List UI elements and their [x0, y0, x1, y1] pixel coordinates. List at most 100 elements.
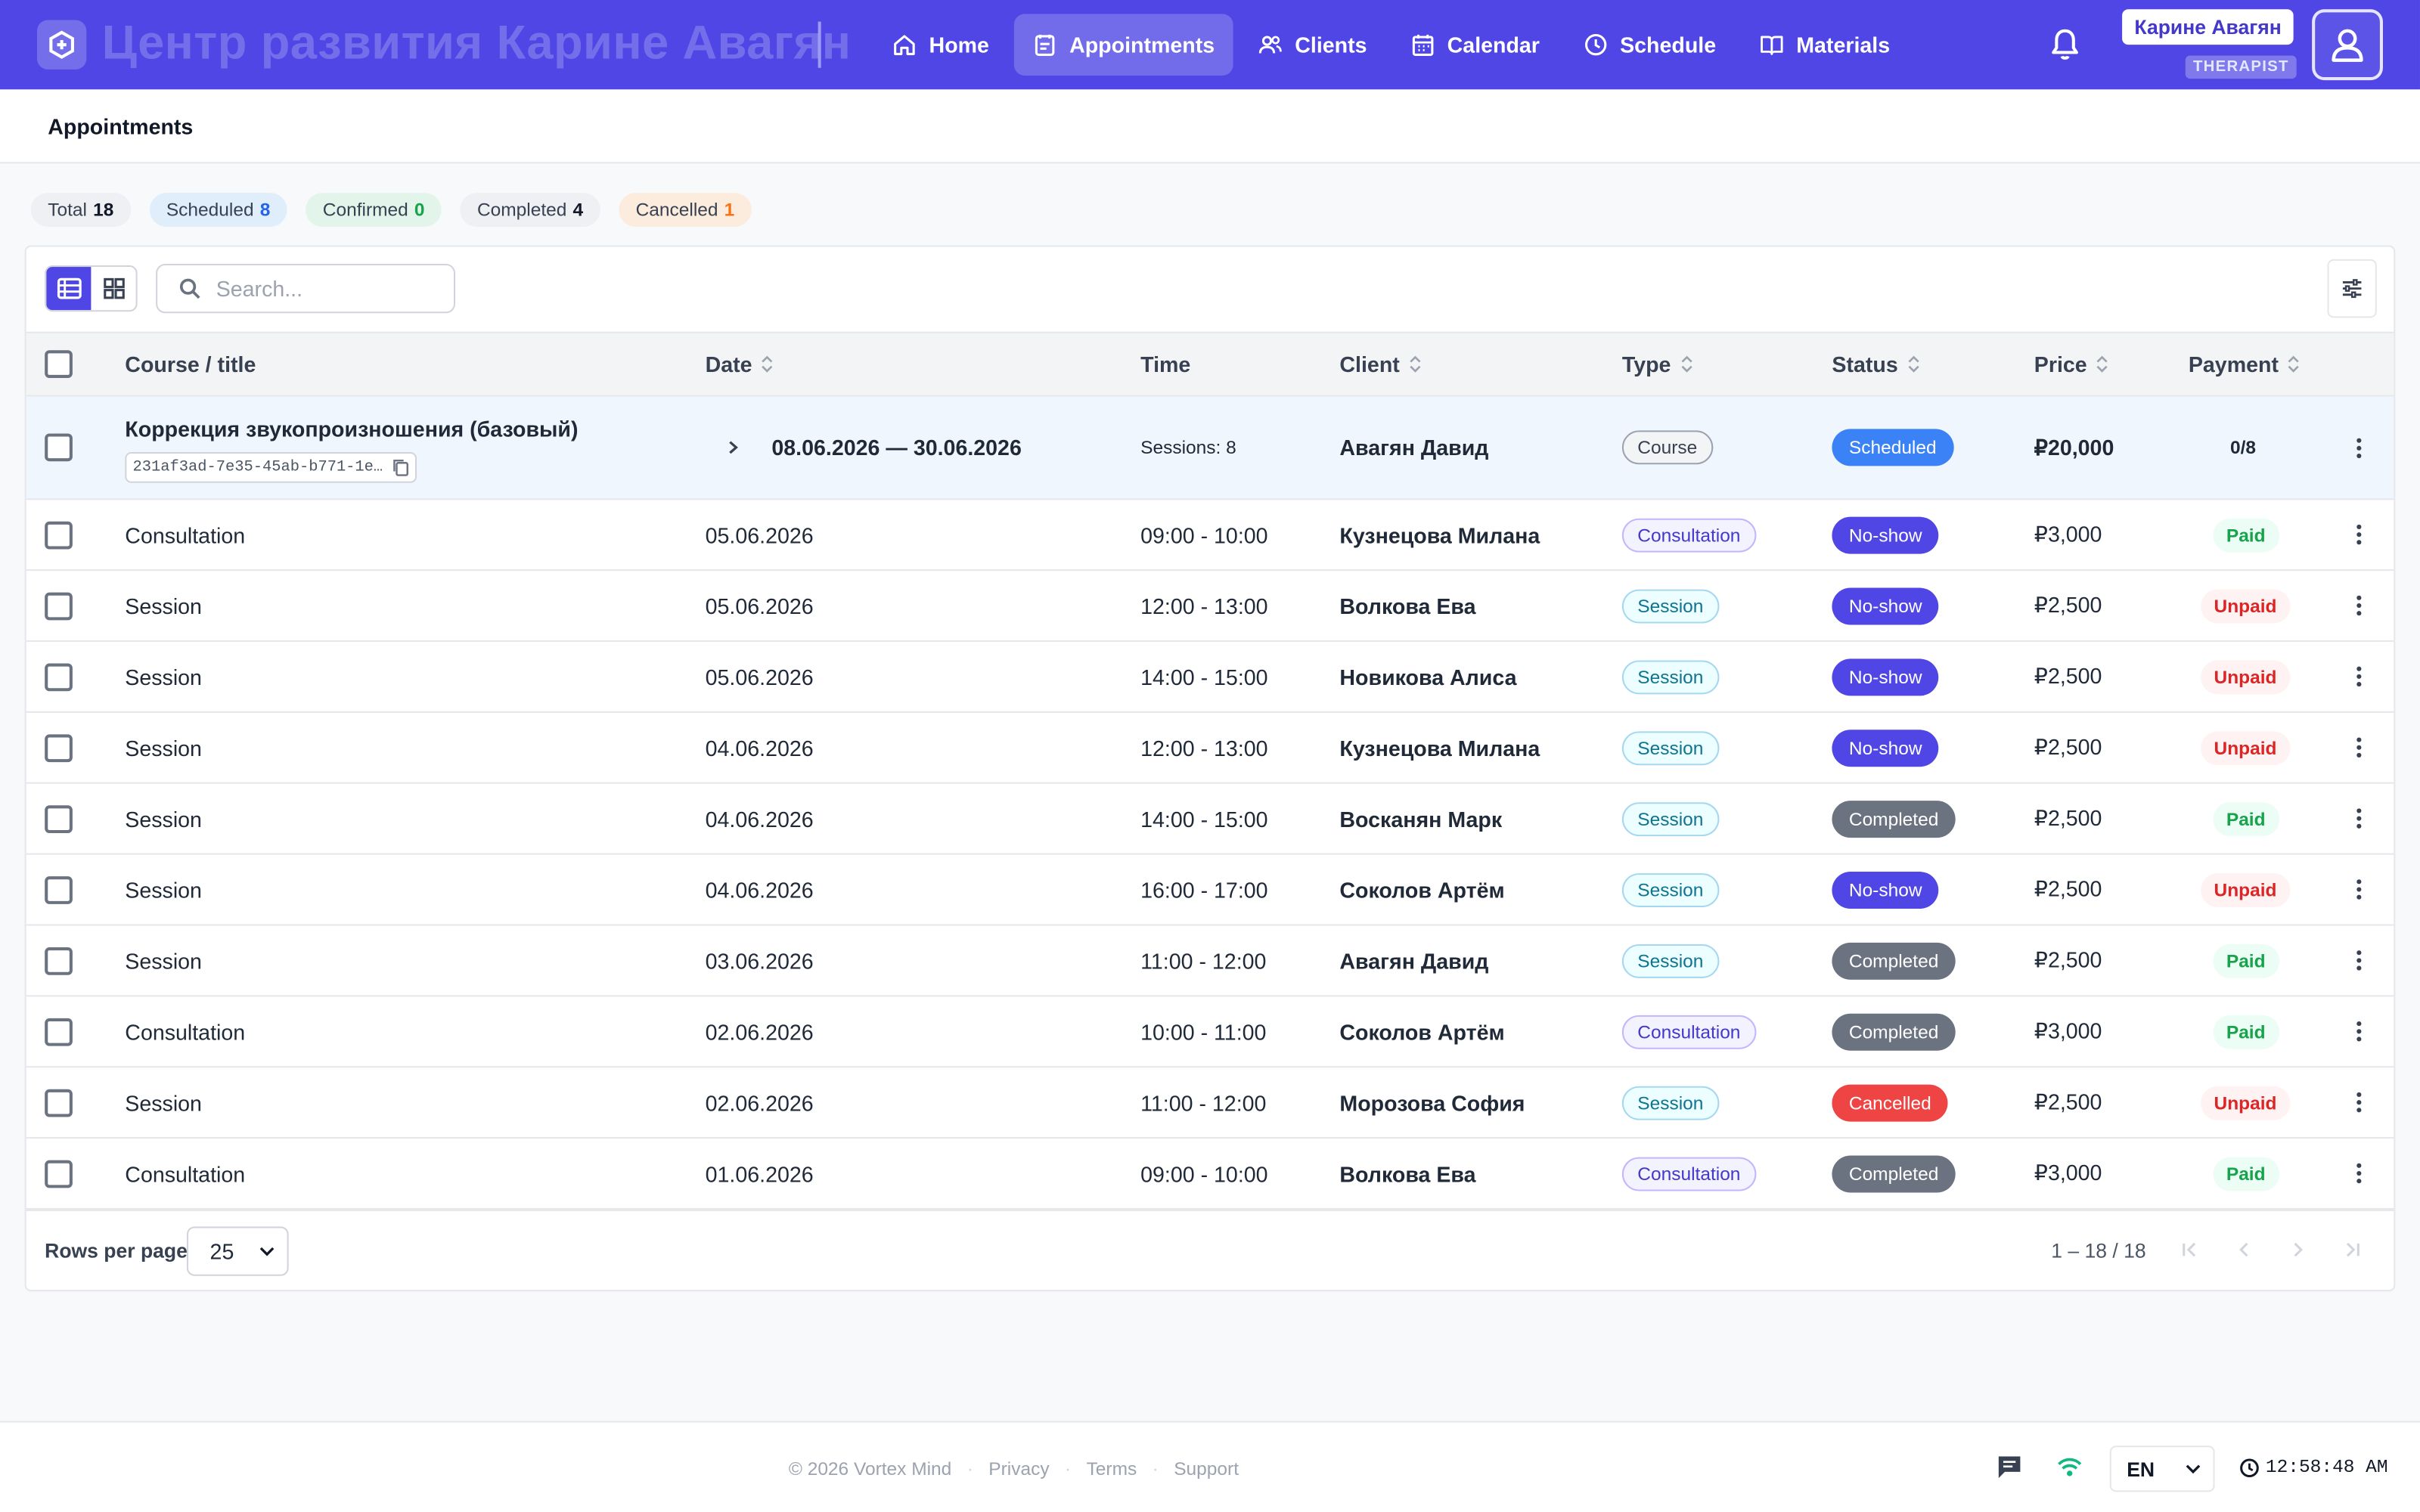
nav-item-home[interactable]: Home	[873, 14, 1007, 76]
row-select-cell	[45, 855, 73, 925]
grid-view-button[interactable]	[91, 267, 135, 310]
next-page-icon[interactable]	[2284, 1236, 2310, 1264]
table-row[interactable]: Session 04.06.2026 16:00 - 17:00 Соколов Ар…	[26, 855, 2394, 926]
table-row[interactable]: Consultation 01.06.2026 09:00 - 10:00 Волко…	[26, 1139, 2394, 1210]
stat-chip-total[interactable]: Total 18	[30, 193, 131, 227]
expand-chevron-icon[interactable]	[727, 396, 739, 498]
course-row[interactable]: Коррекция звукопроизношения (базовый) 23…	[26, 396, 2394, 500]
user-avatar[interactable]	[2312, 9, 2383, 81]
table-row[interactable]: Session 02.06.2026 11:00 - 12:00 Морозова С…	[26, 1067, 2394, 1139]
table-row[interactable]: Session 04.06.2026 12:00 - 13:00 Кузнецова …	[26, 713, 2394, 784]
column-title-label: Course / title	[125, 352, 256, 376]
column-price-label: Price	[2034, 352, 2087, 376]
stat-chip-completed[interactable]: Completed 4	[460, 193, 600, 227]
row-time: 11:00 - 12:00	[1140, 948, 1267, 973]
row-checkbox[interactable]	[45, 947, 73, 974]
sort-icon[interactable]	[2096, 355, 2108, 373]
table-row[interactable]: Session 05.06.2026 14:00 - 15:00 Новикова А…	[26, 642, 2394, 713]
chat-icon[interactable]	[1996, 1453, 2024, 1481]
type-badge: Session	[1621, 943, 1719, 978]
row-menu-icon[interactable]	[2356, 737, 2362, 758]
nav-item-materials[interactable]: Materials	[1741, 14, 1909, 76]
first-page-icon[interactable]	[2176, 1236, 2203, 1264]
sort-icon[interactable]	[2288, 355, 2300, 373]
row-menu-icon[interactable]	[2356, 879, 2362, 900]
column-settings-button[interactable]	[2327, 259, 2377, 318]
nav-item-calendar[interactable]: Calendar	[1392, 14, 1558, 76]
user-name-badge[interactable]: Карине Авагян	[2122, 9, 2294, 45]
stat-chip-count: 0	[414, 199, 425, 221]
nav-item-appointments[interactable]: Appointments	[1013, 14, 1233, 76]
nav-item-schedule[interactable]: Schedule	[1565, 14, 1735, 76]
row-menu-icon[interactable]	[2356, 666, 2362, 687]
row-menu-icon[interactable]	[2356, 808, 2362, 829]
column-header-client[interactable]: Client	[1339, 333, 1421, 395]
clock: 12:58:48 AM	[2239, 1457, 2388, 1478]
payment-badge: Paid	[2212, 801, 2279, 836]
table-row[interactable]: Session 05.06.2026 12:00 - 13:00 Волкова Ев…	[26, 571, 2394, 642]
row-checkbox[interactable]	[45, 591, 73, 620]
terms-link[interactable]: Terms	[1086, 1458, 1137, 1480]
copy-icon[interactable]	[392, 458, 409, 476]
row-checkbox[interactable]	[45, 662, 73, 691]
list-view-button[interactable]	[46, 267, 92, 311]
privacy-link[interactable]: Privacy	[988, 1458, 1050, 1480]
row-select-cell	[45, 642, 73, 711]
row-checkbox[interactable]	[45, 1017, 73, 1046]
row-checkbox[interactable]	[45, 875, 73, 903]
stat-chip-count: 1	[724, 199, 735, 221]
row-checkbox[interactable]	[45, 520, 73, 549]
row-checkbox[interactable]	[45, 1088, 73, 1117]
stat-chip-scheduled[interactable]: Scheduled 8	[149, 193, 287, 227]
stat-chip-confirmed[interactable]: Confirmed 0	[306, 193, 442, 227]
row-menu-icon[interactable]	[2356, 950, 2362, 971]
row-date: 04.06.2026	[705, 735, 814, 761]
wifi-icon[interactable]	[2055, 1453, 2083, 1481]
sort-icon[interactable]	[1409, 355, 1421, 373]
column-header-status[interactable]: Status	[1832, 333, 1919, 395]
support-link[interactable]: Support	[1174, 1458, 1239, 1480]
row-menu-icon[interactable]	[2356, 595, 2362, 616]
column-header-type[interactable]: Type	[1622, 333, 1692, 395]
type-badge: Session	[1621, 801, 1719, 836]
table-row[interactable]: Consultation 05.06.2026 09:00 - 10:00 Кузне…	[26, 500, 2394, 572]
prev-page-icon[interactable]	[2230, 1236, 2257, 1264]
type-badge: Course	[1621, 430, 1713, 465]
row-price: ₽2,500	[2034, 663, 2102, 689]
row-checkbox[interactable]	[45, 1159, 73, 1188]
course-title: Коррекция звукопроизношения (базовый)	[125, 417, 579, 442]
search-input[interactable]	[216, 276, 433, 301]
nav-item-clients[interactable]: Clients	[1239, 14, 1385, 76]
row-time: 14:00 - 15:00	[1140, 664, 1268, 689]
row-menu-icon[interactable]	[2356, 437, 2362, 458]
table-row[interactable]: Consultation 02.06.2026 10:00 - 11:00 Сокол…	[26, 996, 2394, 1068]
row-checkbox[interactable]	[45, 733, 73, 762]
row-client: Морозова София	[1339, 1089, 1525, 1115]
sort-icon[interactable]	[1680, 355, 1692, 373]
row-time: 12:00 - 13:00	[1140, 593, 1268, 618]
row-menu-icon[interactable]	[2356, 1163, 2362, 1184]
notifications-bell-icon[interactable]	[2046, 26, 2083, 64]
table-row[interactable]: Session 04.06.2026 14:00 - 15:00 Восканян М…	[26, 784, 2394, 855]
course-client: Авагян Давид	[1339, 435, 1489, 460]
row-checkbox[interactable]	[45, 804, 73, 833]
column-header-date[interactable]: Date	[706, 333, 774, 395]
logo-icon[interactable]	[36, 20, 87, 70]
last-page-icon[interactable]	[2338, 1236, 2365, 1264]
sort-icon[interactable]	[762, 355, 774, 373]
table-row[interactable]: Session 03.06.2026 11:00 - 12:00 Авагян Дав…	[26, 925, 2394, 997]
row-title: Consultation	[125, 522, 246, 547]
row-title: Session	[125, 806, 202, 831]
stat-chip-cancelled[interactable]: Cancelled 1	[619, 193, 752, 227]
row-menu-icon[interactable]	[2356, 1021, 2362, 1042]
rows-per-page-select[interactable]: 25	[186, 1226, 289, 1276]
row-menu-icon[interactable]	[2356, 1092, 2362, 1113]
row-checkbox[interactable]	[45, 433, 73, 462]
sort-icon[interactable]	[1907, 355, 1919, 373]
row-menu-icon[interactable]	[2356, 524, 2362, 545]
column-header-price[interactable]: Price	[2034, 333, 2108, 395]
language-select[interactable]: EN	[2109, 1445, 2215, 1492]
column-header-payment[interactable]: Payment	[2189, 333, 2301, 395]
select-all-checkbox[interactable]	[45, 350, 73, 378]
